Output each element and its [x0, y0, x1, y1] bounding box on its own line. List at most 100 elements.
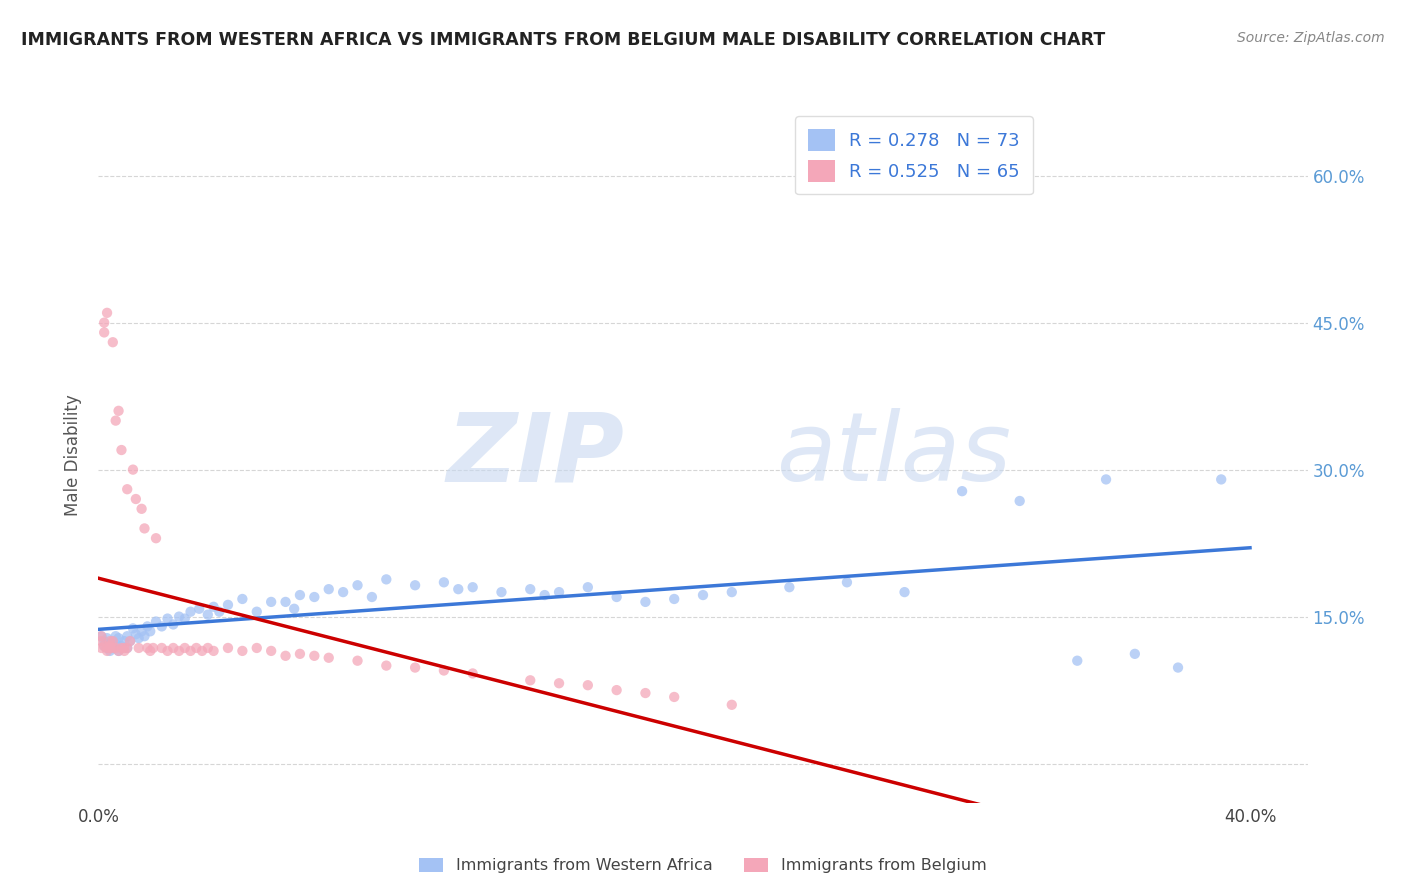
- Point: [188, 601, 211, 615]
- Point: [180, 644, 202, 658]
- Point: [101, 640, 124, 655]
- Point: [139, 624, 162, 639]
- Point: [104, 414, 127, 428]
- Point: [217, 598, 239, 612]
- Point: [107, 404, 129, 418]
- Point: [107, 631, 129, 645]
- Point: [98, 640, 121, 655]
- Point: [110, 443, 132, 458]
- Point: [110, 640, 132, 655]
- Point: [150, 619, 173, 633]
- Point: [304, 590, 326, 604]
- Point: [461, 666, 484, 681]
- Point: [191, 644, 214, 658]
- Point: [692, 588, 714, 602]
- Text: ZIP: ZIP: [447, 409, 624, 501]
- Point: [173, 611, 195, 625]
- Point: [361, 590, 384, 604]
- Point: [139, 644, 162, 658]
- Point: [90, 629, 112, 643]
- Point: [112, 634, 135, 648]
- Point: [447, 582, 470, 597]
- Point: [115, 640, 138, 655]
- Point: [576, 580, 599, 594]
- Text: atlas: atlas: [776, 409, 1011, 501]
- Point: [491, 585, 513, 599]
- Point: [101, 634, 124, 648]
- Point: [125, 491, 148, 506]
- Point: [101, 640, 124, 655]
- Point: [93, 639, 115, 653]
- Point: [112, 640, 135, 655]
- Point: [634, 595, 657, 609]
- Point: [533, 588, 555, 602]
- Point: [1008, 494, 1031, 508]
- Point: [93, 316, 115, 330]
- Point: [246, 640, 269, 655]
- Point: [283, 601, 305, 615]
- Point: [346, 578, 368, 592]
- Point: [202, 644, 225, 658]
- Point: [167, 644, 190, 658]
- Point: [519, 582, 541, 597]
- Point: [318, 582, 340, 597]
- Point: [173, 640, 195, 655]
- Point: [93, 639, 115, 653]
- Point: [120, 634, 142, 648]
- Point: [288, 588, 311, 602]
- Point: [720, 585, 742, 599]
- Point: [150, 640, 173, 655]
- Point: [90, 634, 112, 648]
- Point: [664, 591, 686, 606]
- Point: [197, 640, 219, 655]
- Point: [519, 673, 541, 688]
- Text: IMMIGRANTS FROM WESTERN AFRICA VS IMMIGRANTS FROM BELGIUM MALE DISABILITY CORREL: IMMIGRANTS FROM WESTERN AFRICA VS IMMIGR…: [21, 31, 1105, 49]
- Point: [134, 521, 156, 535]
- Point: [128, 640, 150, 655]
- Point: [375, 658, 398, 673]
- Point: [101, 335, 124, 350]
- Point: [96, 631, 118, 645]
- Point: [461, 580, 484, 594]
- Point: [136, 619, 159, 633]
- Point: [404, 660, 426, 674]
- Point: [115, 629, 138, 643]
- Point: [122, 462, 145, 476]
- Point: [131, 624, 153, 639]
- Point: [120, 634, 142, 648]
- Point: [274, 595, 297, 609]
- Point: [167, 609, 190, 624]
- Point: [112, 644, 135, 658]
- Point: [107, 644, 129, 658]
- Point: [156, 644, 179, 658]
- Point: [145, 531, 167, 545]
- Point: [202, 599, 225, 614]
- Point: [145, 615, 167, 629]
- Point: [433, 575, 456, 590]
- Point: [125, 627, 148, 641]
- Point: [180, 605, 202, 619]
- Point: [131, 501, 153, 516]
- Point: [90, 640, 112, 655]
- Point: [107, 644, 129, 658]
- Legend: R = 0.278   N = 73, R = 0.525   N = 65: R = 0.278 N = 73, R = 0.525 N = 65: [796, 116, 1032, 194]
- Point: [332, 585, 354, 599]
- Point: [1066, 654, 1088, 668]
- Point: [288, 647, 311, 661]
- Point: [375, 573, 398, 587]
- Point: [142, 640, 165, 655]
- Point: [1123, 647, 1146, 661]
- Point: [98, 639, 121, 653]
- Point: [98, 637, 121, 651]
- Point: [186, 640, 208, 655]
- Point: [720, 698, 742, 712]
- Point: [208, 605, 231, 619]
- Point: [90, 629, 112, 643]
- Point: [548, 676, 571, 690]
- Point: [893, 585, 915, 599]
- Point: [778, 580, 800, 594]
- Point: [835, 575, 858, 590]
- Point: [104, 640, 127, 655]
- Point: [98, 634, 121, 648]
- Point: [217, 640, 239, 655]
